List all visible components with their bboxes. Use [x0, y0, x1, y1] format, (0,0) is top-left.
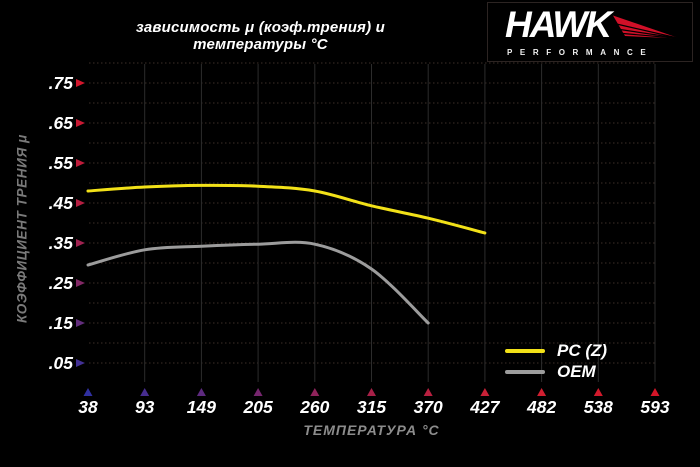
y-tick-arrow — [76, 199, 85, 207]
x-tick-arrow — [480, 388, 490, 396]
y-tick-arrow — [76, 79, 85, 87]
y-tick-label: .65 — [49, 113, 74, 133]
series-curve-0 — [86, 183, 487, 235]
x-tick-arrow — [310, 388, 320, 396]
x-tick-arrow — [140, 388, 150, 396]
y-tick-label: .15 — [49, 313, 74, 333]
x-tick-label: 538 — [584, 397, 613, 417]
hawk-logo: HAWK PERFORMANCE — [487, 2, 693, 62]
x-tick-label: 149 — [187, 397, 216, 417]
x-tick-label: 593 — [640, 397, 669, 417]
hawk-logo-subtitle: PERFORMANCE — [507, 48, 654, 57]
x-tick-label: 427 — [469, 397, 500, 417]
legend-label-pc: PC (Z) — [557, 340, 608, 360]
x-tick-label: 205 — [242, 397, 272, 417]
y-tick-arrow — [76, 279, 85, 287]
x-tick-arrow — [537, 388, 547, 396]
y-tick-label: .05 — [49, 353, 74, 373]
x-tick-arrow — [367, 388, 376, 396]
x-tick-arrow — [83, 388, 93, 396]
x-tick-label: 260 — [299, 397, 329, 417]
x-tick-label: 38 — [78, 397, 98, 417]
y-tick-arrow — [76, 119, 85, 127]
y-tick-arrow — [76, 319, 85, 327]
x-tick-arrow — [650, 388, 660, 396]
x-tick-arrow — [253, 388, 263, 396]
y-tick-label: .75 — [49, 73, 74, 93]
legend-label-oem: OEM — [557, 361, 596, 381]
x-tick-label: 482 — [526, 397, 556, 417]
y-tick-label: .25 — [49, 273, 74, 293]
legend-line-pc — [505, 348, 545, 353]
x-tick-arrow — [593, 388, 603, 396]
y-tick-arrow — [76, 359, 85, 367]
x-axis-title: ТЕМПЕРАТУРА °C — [303, 422, 440, 438]
legend: PC (Z) OEM — [505, 340, 607, 382]
y-tick-arrow — [76, 239, 85, 247]
legend-item-oem: OEM — [505, 361, 607, 382]
x-tick-label: 93 — [135, 397, 155, 417]
chart-title: зависимость μ (коэф.трения) и температур… — [135, 19, 386, 53]
y-tick-label: .45 — [49, 193, 74, 213]
hawk-logo-text: HAWK — [505, 4, 612, 45]
x-tick-arrow — [423, 388, 433, 396]
y-tick-label: .55 — [49, 153, 74, 173]
x-tick-arrow — [196, 388, 206, 396]
y-tick-arrow — [76, 159, 85, 167]
hawk-wing-icon — [613, 15, 681, 40]
x-tick-label: 370 — [414, 397, 443, 417]
x-tick-label: 315 — [357, 397, 386, 417]
y-tick-label: .35 — [49, 233, 74, 253]
legend-item-pc: PC (Z) — [505, 340, 607, 361]
legend-line-oem — [505, 369, 545, 374]
series-curve-1 — [86, 240, 430, 325]
